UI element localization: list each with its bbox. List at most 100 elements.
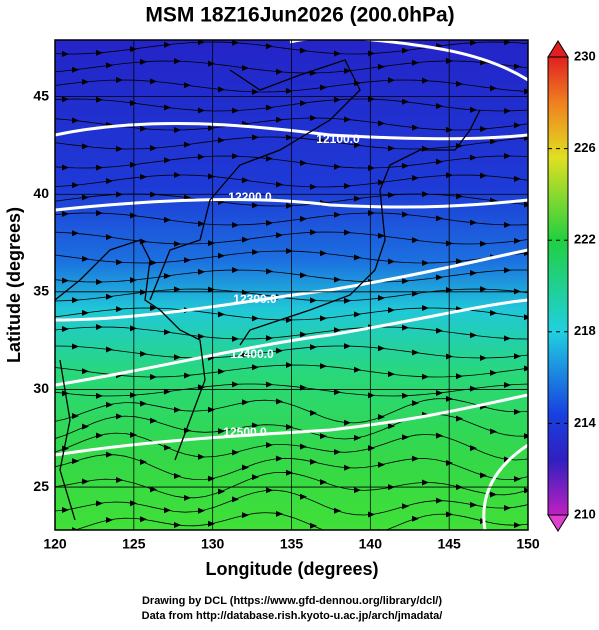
wind-arrow — [72, 230, 79, 237]
wind-arrow — [402, 162, 409, 169]
wind-arrow — [184, 494, 191, 501]
wind-arrow — [490, 309, 497, 316]
wind-arrow — [344, 67, 351, 74]
wind-arrow — [106, 517, 113, 524]
wind-arrow — [378, 63, 385, 70]
wind-arrow — [266, 155, 273, 162]
wind-arrow — [388, 258, 395, 265]
y-tick-label: 25 — [33, 478, 49, 494]
wind-arrow — [96, 164, 103, 171]
wind-arrow — [232, 107, 239, 114]
wind-arrow — [140, 400, 147, 407]
wind-arrow — [310, 344, 317, 351]
wind-arrow — [504, 505, 511, 512]
wind-arrow — [456, 415, 463, 422]
wind-arrow — [218, 252, 225, 259]
wind-arrow — [266, 43, 273, 50]
wind-arrow — [470, 106, 477, 113]
wind-arrow — [82, 478, 89, 485]
x-tick-label: 150 — [516, 536, 540, 552]
wind-arrow — [198, 40, 205, 46]
wind-arrow — [286, 88, 293, 95]
wind-arrow — [286, 317, 293, 323]
streamline — [55, 60, 528, 74]
wind-arrow — [150, 305, 157, 312]
wind-arrow — [320, 84, 327, 91]
wind-arrow — [96, 324, 103, 331]
wind-arrow — [116, 259, 123, 266]
wind-arrow — [96, 432, 103, 439]
wind-arrow — [82, 423, 89, 430]
wind-arrow — [72, 182, 79, 189]
wind-arrow — [470, 219, 477, 226]
wind-arrow — [480, 472, 487, 479]
wind-arrow — [334, 389, 341, 396]
wind-arrow — [218, 428, 225, 435]
wind-arrow — [208, 125, 215, 132]
wind-arrow — [456, 80, 463, 87]
x-tick-label: 140 — [359, 536, 383, 552]
wind-arrow — [252, 315, 259, 322]
wind-arrow — [388, 371, 395, 378]
wind-arrow — [252, 474, 259, 481]
wind-arrow — [232, 221, 239, 228]
wind-arrow — [514, 122, 521, 129]
contour-line — [55, 121, 528, 141]
wind-arrow — [150, 417, 157, 424]
x-tick-label: 135 — [280, 536, 304, 552]
streamlines — [55, 40, 528, 530]
wind-arrow — [286, 134, 293, 141]
wind-arrow — [164, 272, 171, 279]
y-axis-label: Latitude (degrees) — [4, 207, 24, 363]
wind-arrow — [140, 173, 147, 180]
wind-arrow — [276, 68, 283, 75]
wind-arrow — [164, 444, 171, 451]
wind-arrow — [242, 289, 249, 296]
wind-arrow — [388, 77, 395, 84]
wind-arrow — [344, 229, 351, 236]
wind-arrow — [72, 117, 79, 124]
contour-line — [55, 298, 528, 387]
wind-arrow — [82, 368, 89, 375]
wind-arrow — [412, 59, 419, 66]
wind-arrow — [62, 164, 69, 171]
x-tick-label: 130 — [201, 536, 225, 552]
wind-arrow — [300, 272, 307, 279]
wind-arrow — [456, 142, 463, 149]
wind-arrow — [140, 458, 147, 465]
wind-arrow — [266, 381, 273, 388]
wind-arrow — [276, 510, 283, 517]
wind-arrow — [334, 50, 341, 57]
wind-arrow — [524, 201, 528, 208]
wind-arrow — [412, 400, 419, 407]
wind-arrow — [208, 173, 215, 180]
coast — [239, 109, 481, 346]
wind-arrow — [164, 104, 171, 111]
wind-arrow — [470, 270, 477, 277]
wind-arrow — [218, 368, 225, 375]
wind-arrow — [62, 506, 69, 513]
wind-arrow — [242, 352, 249, 359]
wind-arrow — [266, 220, 273, 227]
wind-arrow — [198, 107, 205, 114]
wind-arrow — [368, 164, 375, 171]
wind-arrow — [514, 475, 521, 482]
wind-arrow — [164, 507, 171, 514]
wind-arrow — [140, 350, 147, 357]
wind-arrow — [82, 255, 89, 262]
wind-arrow — [524, 487, 528, 494]
streamline — [55, 398, 528, 424]
streamline — [55, 155, 528, 169]
y-tick-label: 35 — [33, 283, 49, 299]
wind-arrow — [310, 297, 317, 304]
wind-arrow — [106, 451, 113, 458]
colorbar-max — [547, 40, 569, 58]
wind-arrow — [106, 234, 113, 241]
x-tick-label: 120 — [43, 536, 67, 552]
footer-line: Data from http://database.rish.kyoto-u.a… — [142, 610, 443, 622]
wind-arrow — [320, 479, 327, 486]
wind-arrow — [198, 153, 205, 160]
streamline — [73, 512, 528, 530]
wind-arrow — [378, 179, 385, 186]
wind-arrow — [174, 172, 181, 179]
